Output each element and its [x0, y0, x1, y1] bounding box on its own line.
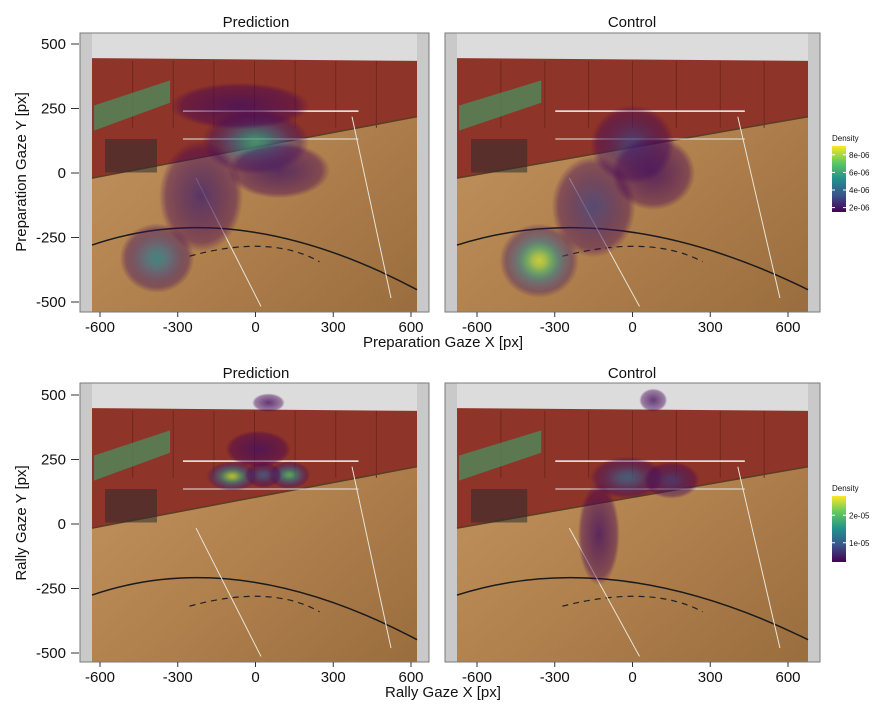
- density-layer: [577, 388, 700, 586]
- court-sideline: [351, 116, 392, 299]
- density-peak: [227, 142, 331, 199]
- x-tick-label: 0: [628, 319, 636, 336]
- legend-tick-label: 1e-05: [849, 539, 870, 548]
- preparation-row: Prediction Control 500 250 0 -250 -500 -600 -3…: [13, 14, 870, 351]
- panel-prediction-rally: [79, 382, 430, 663]
- legend-title-rally: Density: [832, 484, 859, 493]
- panel-border: [79, 32, 430, 313]
- density-peak: [577, 483, 620, 586]
- x-tick-label: -300: [163, 319, 193, 336]
- density-peak: [244, 461, 282, 488]
- x-tick-label: 300: [698, 319, 723, 336]
- y-tick-label: -500: [36, 645, 66, 662]
- x-tick-label: -300: [540, 669, 570, 686]
- density-peak: [639, 388, 668, 412]
- court-dashed-line: [562, 595, 703, 613]
- density-peak: [589, 456, 665, 499]
- x-tick-label: 600: [775, 319, 800, 336]
- legend-tick-label: 6e-06: [849, 168, 870, 177]
- panel-title-control-prep: Control: [608, 14, 656, 31]
- x-tick-label: -600: [462, 319, 492, 336]
- wall-banner: [94, 80, 170, 131]
- legend-tick-label: 2e-06: [849, 204, 870, 213]
- x-tick-label: 600: [398, 669, 423, 686]
- axes-rally: 500 250 0 -250 -500 -600 -300 0 300 600 -600 -300 0 3…: [36, 387, 801, 686]
- y-tick-label: 0: [58, 516, 66, 533]
- y-tick-label: 250: [41, 101, 66, 118]
- legend-title-prep: Density: [832, 134, 859, 143]
- density-peak: [499, 223, 579, 298]
- x-tick-label: 300: [321, 319, 346, 336]
- court-sideline: [737, 466, 781, 649]
- y-tick-label: 500: [41, 387, 66, 404]
- y-tick-label: -250: [36, 230, 66, 247]
- panel-title-prediction-prep: Prediction: [223, 14, 290, 31]
- scorer-table: [471, 489, 528, 523]
- legend-tick-label: 2e-05: [849, 511, 870, 520]
- x-tick-label: 300: [321, 669, 346, 686]
- x-tick-label: -600: [85, 319, 115, 336]
- court-arc: [91, 576, 418, 641]
- density-layer: [206, 393, 311, 492]
- density-layer: [499, 105, 696, 298]
- rally-row: Prediction Control 500 250 0 -250 -500 -600 -3…: [13, 365, 870, 701]
- x-tick-label: -300: [540, 319, 570, 336]
- x-tick-label: -600: [85, 669, 115, 686]
- y-tick-label: 250: [41, 452, 66, 469]
- court-sideline: [195, 527, 262, 657]
- x-tick-label: 0: [251, 319, 259, 336]
- panel-border: [79, 382, 430, 663]
- panel-control-rally: [444, 382, 821, 663]
- scorer-table: [105, 489, 157, 523]
- density-peak: [206, 461, 258, 492]
- density-peak: [611, 135, 696, 211]
- x-tick-label: 600: [775, 669, 800, 686]
- density-peak: [225, 430, 291, 468]
- density-peak: [159, 140, 244, 252]
- legend-tick-label: 8e-06: [849, 151, 870, 160]
- panel-title-prediction-rally: Prediction: [223, 365, 290, 382]
- wall-banner: [94, 430, 170, 481]
- x-tick-label: 600: [398, 319, 423, 336]
- x-tick-label: -600: [462, 669, 492, 686]
- density-layer: [119, 82, 331, 293]
- legend-prep: Density 2e-06 4e-06 6e-06 8e-06: [832, 134, 870, 213]
- x-tick-label: 0: [628, 669, 636, 686]
- axes-prep: 500 250 0 -250 -500 -600 -300 0 300 600 -600 -300 0 3…: [36, 36, 801, 336]
- legend-rally: Density 1e-05 2e-05: [832, 484, 870, 562]
- court-sideline: [351, 466, 392, 649]
- panel-prediction-prep: [79, 32, 430, 313]
- court-dashed-line: [562, 245, 703, 263]
- y-tick-label: 500: [41, 36, 66, 53]
- wall-banner: [459, 80, 542, 131]
- density-peak: [252, 393, 285, 413]
- scorer-table: [105, 139, 157, 173]
- x-tick-label: -300: [163, 669, 193, 686]
- y-tick-label: 0: [58, 165, 66, 182]
- panel-title-control-rally: Control: [608, 365, 656, 382]
- x-axis-title-rally: Rally Gaze X [px]: [385, 684, 501, 701]
- x-tick-label: 0: [251, 669, 259, 686]
- density-peak: [169, 82, 310, 130]
- panel-control-prep: [444, 32, 821, 313]
- legend-colorbar-rally: [832, 496, 846, 562]
- court-sideline: [737, 116, 781, 299]
- wall-banner: [459, 430, 542, 481]
- y-tick-label: -500: [36, 294, 66, 311]
- density-peak: [643, 461, 700, 499]
- y-tick-label: -250: [36, 581, 66, 598]
- density-peak: [119, 223, 195, 293]
- scorer-table: [471, 139, 528, 173]
- legend-colorbar-prep: [832, 146, 846, 212]
- court-arc: [456, 576, 809, 641]
- y-axis-title-rally: Rally Gaze Y [px]: [13, 465, 30, 580]
- x-tick-label: 300: [698, 669, 723, 686]
- y-axis-title-prep: Preparation Gaze Y [px]: [13, 92, 30, 252]
- x-axis-title-prep: Preparation Gaze X [px]: [363, 334, 523, 351]
- legend-tick-label: 4e-06: [849, 186, 870, 195]
